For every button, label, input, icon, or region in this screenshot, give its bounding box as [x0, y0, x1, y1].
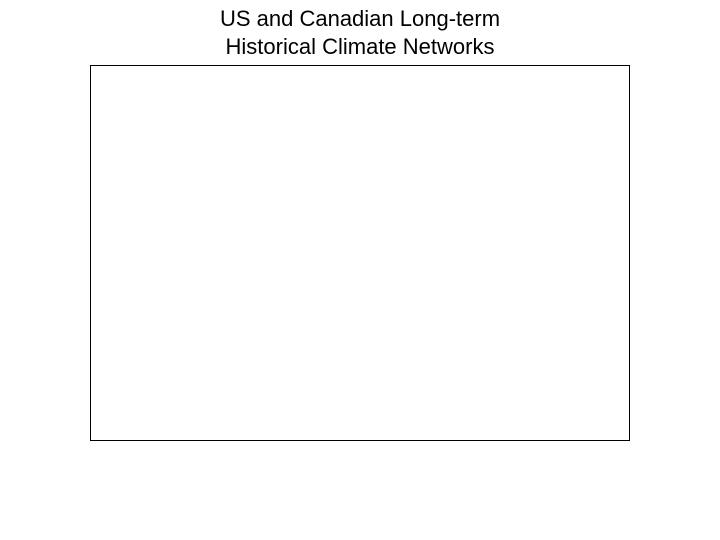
chart-title: US and Canadian Long-term Historical Cli… — [90, 5, 630, 60]
chart-container: US and Canadian Long-term Historical Cli… — [90, 5, 630, 445]
plot-area — [90, 65, 630, 441]
chart-title-line1: US and Canadian Long-term — [90, 5, 630, 33]
chart-title-line2: Historical Climate Networks — [90, 33, 630, 61]
